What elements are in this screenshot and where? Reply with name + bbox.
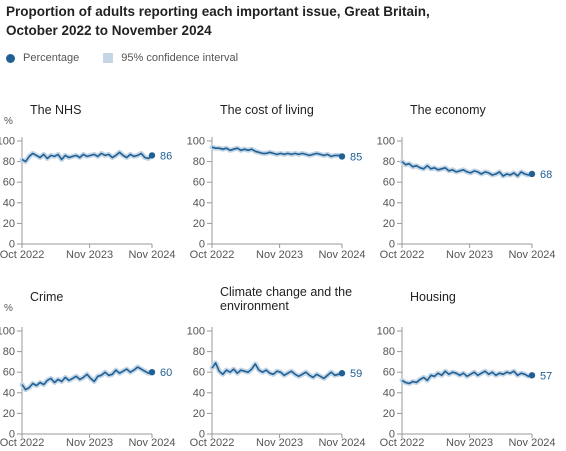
chart-title: Proportion of adults reporting each impo… (6, 4, 430, 38)
end-value-label: 57 (540, 370, 552, 382)
y-tick-label: 0 (389, 239, 395, 251)
y-tick-label: 80 (383, 156, 395, 168)
series-line-percentage (211, 362, 343, 380)
y-tick-label: 100 (187, 136, 205, 148)
confidence-band (399, 368, 535, 386)
y-tick-label: 40 (383, 197, 395, 209)
end-point-marker (338, 370, 346, 377)
y-tick-label: 0 (9, 239, 15, 251)
y-tick-label: 0 (199, 239, 205, 251)
y-tick-label: 80 (193, 156, 205, 168)
y-tick-label: 80 (3, 156, 15, 168)
y-tick-label: 80 (3, 346, 15, 358)
end-value-label: 59 (350, 368, 362, 380)
y-tick-label: 100 (377, 326, 395, 338)
x-tick-label: Oct 2022 (0, 249, 44, 261)
y-tick-label: 100 (377, 136, 395, 148)
chart-panel-the-economy: The economy 0 20 40 60 80 100 Oct 2022 Nov 2023 N… (377, 103, 556, 261)
y-tick-label: 40 (383, 387, 395, 399)
x-tick-label: Oct 2022 (380, 249, 425, 261)
panel-title: Climate change and the environment (220, 285, 352, 313)
panel-title: The cost of living (220, 103, 314, 117)
y-tick-label: 0 (199, 429, 205, 441)
chart-panel-the-cost-of-living: The cost of living 0 20 40 60 80 100 Oct 2022 No… (187, 103, 366, 261)
x-tick-label: Nov 2023 (446, 437, 493, 449)
y-tick-label: 20 (383, 218, 395, 230)
y-tick-label: 20 (3, 218, 15, 230)
chart-panel-crime: Crime% 0 20 40 60 80 100 Oct 2022 Nov 2023 Nov 20… (0, 290, 176, 449)
end-value-label: 86 (160, 150, 172, 162)
y-tick-label: 60 (193, 177, 205, 189)
chart-panel-climate-change-and-the-environment: Climate change and the environment 0 20 40 60… (187, 285, 366, 449)
y-tick-label: 60 (383, 177, 395, 189)
end-point-marker (528, 170, 536, 178)
x-tick-label: Nov 2024 (318, 249, 365, 261)
legend-item-percentage: Percentage (6, 52, 79, 64)
legend-label-ci: 95% confidence interval (121, 52, 239, 64)
x-tick-label: Oct 2022 (190, 437, 235, 449)
end-value-label: 68 (540, 169, 552, 181)
x-tick-label: Oct 2022 (380, 437, 425, 449)
panel-title: Crime (30, 290, 63, 304)
x-tick-label: Nov 2023 (66, 249, 113, 261)
x-tick-label: Nov 2023 (256, 249, 303, 261)
panel-title: Housing (410, 290, 456, 304)
y-tick-label: 60 (3, 367, 15, 379)
x-tick-label: Nov 2024 (128, 249, 175, 261)
chart-panel-housing: Housing 0 20 40 60 80 100 Oct 2022 Nov 2023 Nov 2… (377, 290, 556, 449)
legend-band-icon (103, 53, 114, 63)
y-tick-label: 0 (9, 429, 15, 441)
end-point-marker (148, 152, 156, 159)
y-tick-label: 0 (389, 429, 395, 441)
y-tick-label: 40 (3, 197, 15, 209)
y-unit-label: % (4, 303, 13, 314)
panel-title: The economy (410, 103, 486, 117)
x-tick-label: Nov 2024 (508, 249, 555, 261)
x-tick-label: Nov 2024 (318, 437, 365, 449)
series-line-percentage (21, 151, 153, 163)
x-tick-label: Oct 2022 (190, 249, 235, 261)
legend-item-ci: 95% confidence interval (103, 52, 238, 64)
y-tick-label: 80 (383, 346, 395, 358)
chart-panel-the-nhs: The NHS% 0 20 40 60 80 100 Oct 2022 Nov 2023 Nov … (0, 103, 176, 261)
legend: Percentage 95% confidence interval (6, 52, 262, 64)
y-tick-label: 20 (3, 408, 15, 420)
y-tick-label: 60 (193, 367, 205, 379)
legend-dot-icon (6, 53, 15, 63)
end-value-label: 60 (160, 367, 172, 379)
panel-title: The NHS (30, 103, 81, 117)
x-tick-label: Nov 2024 (128, 437, 175, 449)
x-tick-label: Oct 2022 (0, 437, 44, 449)
y-tick-label: 40 (3, 387, 15, 399)
series-line-percentage (401, 370, 533, 385)
y-tick-label: 100 (0, 326, 15, 338)
y-tick-label: 40 (193, 387, 205, 399)
x-tick-label: Nov 2023 (256, 437, 303, 449)
y-tick-label: 40 (193, 197, 205, 209)
end-point-marker (148, 369, 156, 376)
y-tick-label: 60 (3, 177, 15, 189)
end-point-marker (528, 372, 536, 379)
y-tick-label: 20 (193, 408, 205, 420)
x-tick-label: Nov 2023 (446, 249, 493, 261)
series-line-percentage (401, 160, 533, 177)
end-value-label: 85 (350, 151, 362, 163)
series-line-percentage (21, 366, 153, 391)
y-tick-label: 20 (383, 408, 395, 420)
y-unit-label: % (4, 116, 13, 127)
legend-label-percentage: Percentage (23, 52, 80, 64)
y-tick-label: 60 (383, 367, 395, 379)
y-tick-label: 100 (187, 326, 205, 338)
series-line-percentage (211, 146, 343, 158)
end-point-marker (338, 153, 346, 160)
y-tick-label: 20 (193, 218, 205, 230)
y-tick-label: 80 (193, 346, 205, 358)
y-tick-label: 100 (0, 136, 15, 148)
x-tick-label: Nov 2023 (66, 437, 113, 449)
x-tick-label: Nov 2024 (508, 437, 555, 449)
